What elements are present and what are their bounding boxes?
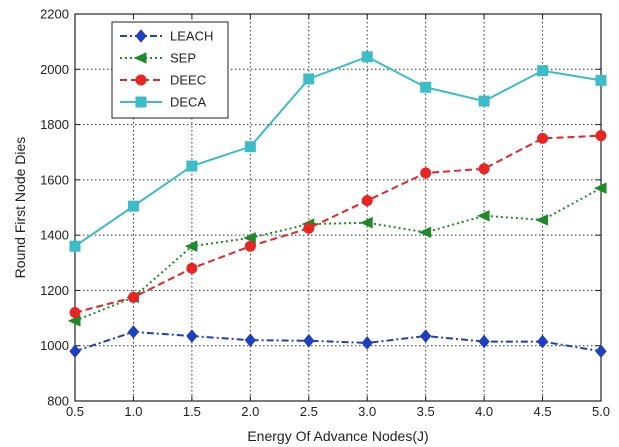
data-point-deec <box>244 240 256 252</box>
x-tick-label: 3.0 <box>358 404 376 419</box>
data-point-deec <box>303 222 315 234</box>
data-point-deca <box>127 200 139 212</box>
legend: LEACH SEP DEEC DECA <box>111 21 229 119</box>
data-point-deca <box>244 141 256 153</box>
data-point-leach <box>303 333 315 348</box>
data-point-sep <box>593 182 607 194</box>
y-tick-label: 800 <box>47 394 69 409</box>
y-tick-label: 1200 <box>40 283 69 298</box>
data-point-deca <box>69 240 81 252</box>
legend-item-deca: DECA <box>120 95 206 110</box>
data-point-sep <box>243 232 256 244</box>
series-deec <box>69 130 607 319</box>
x-tick-label: 2.5 <box>300 404 318 419</box>
legend-item-sep: SEP <box>120 51 196 66</box>
data-point-deec <box>127 291 139 303</box>
data-point-deca <box>420 81 432 93</box>
legend-marker <box>135 29 147 43</box>
y-tick-label: 1800 <box>40 117 69 132</box>
data-point-sep <box>535 214 549 226</box>
data-point-deca <box>186 160 198 172</box>
series-line-leach <box>74 330 602 353</box>
data-point-leach <box>478 334 490 349</box>
series-line-sep <box>74 187 602 322</box>
data-point-deec <box>478 163 490 175</box>
legend-label: LEACH <box>170 29 213 44</box>
data-point-leach <box>186 329 198 343</box>
data-point-deca <box>478 95 490 107</box>
x-axis-title: Energy Of Advance Nodes(J) <box>247 428 428 444</box>
y-tick-label: 2000 <box>40 62 69 77</box>
data-point-sep <box>476 210 490 222</box>
data-point-deec <box>69 307 81 319</box>
legend-marker <box>133 52 147 64</box>
series-deca <box>69 51 607 252</box>
y-tick-label: 2200 <box>40 7 69 22</box>
data-point-sep <box>184 240 198 252</box>
series-line-deca <box>74 55 602 248</box>
data-point-leach <box>595 344 607 359</box>
x-axis: 0.5 1.0 1.5 2.0 2.5 3.0 3.5 4.0 4.5 5.0 <box>66 14 610 419</box>
x-tick-label: 4.0 <box>475 404 493 419</box>
data-point-deca <box>361 51 373 63</box>
legend-label: DECA <box>170 95 206 110</box>
data-point-deca <box>303 73 315 85</box>
legend-marker <box>135 96 147 108</box>
y-tick-label: 1000 <box>40 338 69 353</box>
data-point-deec <box>420 167 432 179</box>
data-point-leach <box>69 344 81 359</box>
data-point-sep <box>418 226 432 239</box>
data-point-leach <box>420 329 432 343</box>
series-leach <box>69 325 607 359</box>
data-point-deca <box>595 74 607 86</box>
data-point-deec <box>537 132 549 144</box>
y-tick-label: 1600 <box>40 172 69 187</box>
legend-label: DEEC <box>170 73 206 88</box>
y-axis: 800 1000 1200 1400 1600 1800 2000 2200 <box>40 7 601 409</box>
legend-item-deec: DEEC <box>120 73 206 88</box>
data-point-sep <box>67 315 81 327</box>
series-line-deec <box>74 134 602 314</box>
x-tick-label: 1.0 <box>124 404 142 419</box>
data-point-deec <box>186 262 198 274</box>
data-point-deec <box>595 130 607 142</box>
legend-label: SEP <box>170 51 196 66</box>
x-tick-label: 4.5 <box>534 404 552 419</box>
plot-frame <box>74 13 602 402</box>
legend-item-leach: LEACH <box>120 29 213 44</box>
legend-marker <box>135 74 147 86</box>
x-tick-label: 1.5 <box>183 404 201 419</box>
data-point-leach <box>127 325 140 339</box>
data-point-leach <box>536 334 549 349</box>
y-tick-label: 1400 <box>40 228 69 243</box>
data-point-leach <box>361 336 373 350</box>
data-point-sep <box>360 216 373 229</box>
x-tick-label: 3.5 <box>417 404 435 419</box>
y-axis-title: Round First Node Dies <box>12 137 28 279</box>
data-point-leach <box>244 333 256 347</box>
x-tick-label: 5.0 <box>592 404 610 419</box>
x-tick-label: 0.5 <box>66 404 84 419</box>
data-point-deca <box>537 65 549 77</box>
x-tick-label: 2.0 <box>241 404 259 419</box>
data-point-deec <box>361 195 373 207</box>
